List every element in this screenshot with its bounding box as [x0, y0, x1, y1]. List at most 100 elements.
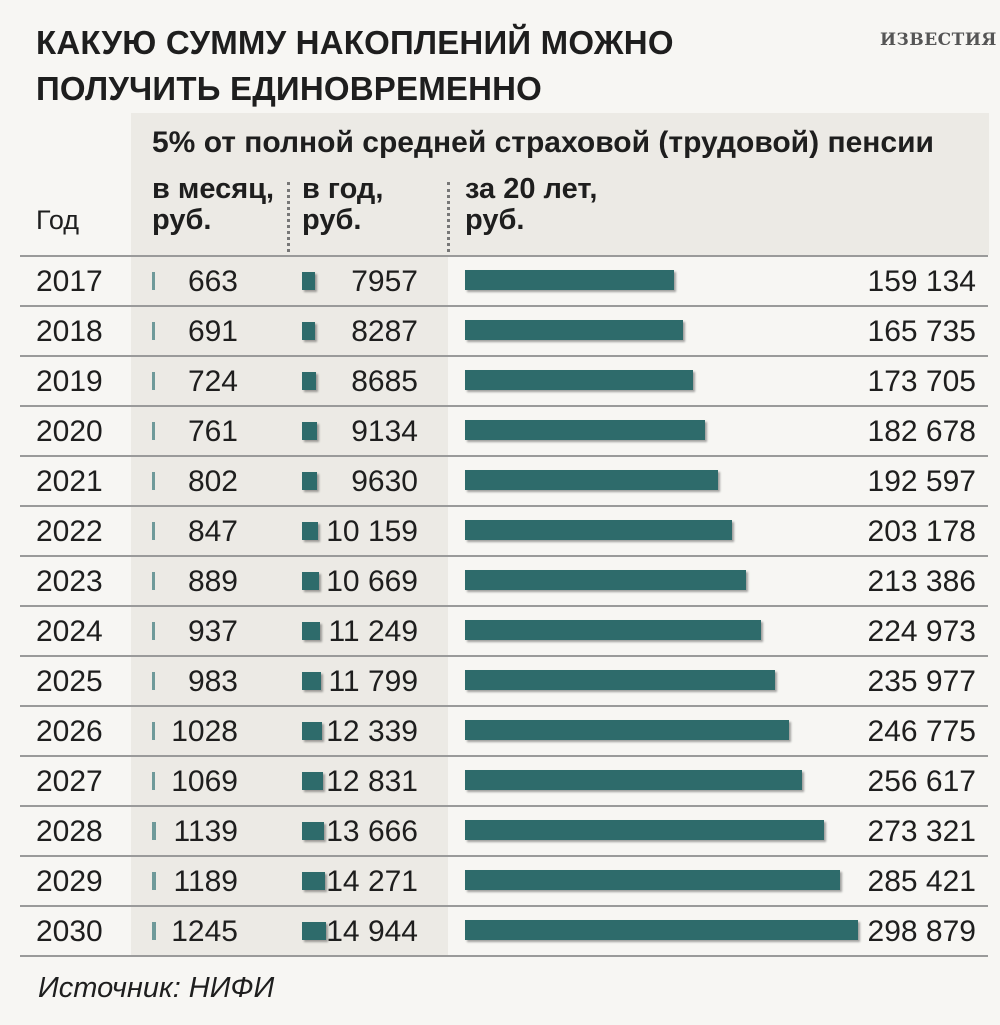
brand-logo: ИЗВЕСТИЯ	[880, 30, 997, 50]
total-value: 273 321	[867, 815, 976, 848]
monthly-value: 1189	[173, 865, 238, 898]
yearly-bar	[302, 322, 316, 340]
monthly-bar	[152, 822, 156, 840]
monthly-value: 1069	[171, 765, 238, 798]
total-bar	[465, 470, 719, 490]
total-bar	[465, 370, 694, 390]
yearly-value: 11 249	[328, 615, 418, 648]
row-year: 2029	[36, 865, 103, 898]
yearly-bar	[302, 572, 320, 590]
row-separator	[20, 305, 988, 307]
row-year: 2024	[36, 615, 103, 648]
column-header-yearly: в год, руб.	[302, 173, 384, 236]
monthly-bar	[152, 472, 155, 490]
total-value: 165 735	[867, 315, 976, 348]
title-line-2: получить единовременно	[36, 70, 543, 107]
monthly-bar	[152, 422, 155, 440]
total-bar	[465, 520, 733, 540]
yearly-value: 8685	[351, 365, 418, 398]
row-year: 2025	[36, 665, 103, 698]
header-band	[131, 113, 989, 255]
yearly-bar	[302, 872, 325, 890]
row-separator	[20, 805, 988, 807]
total-bar	[465, 720, 790, 740]
yearly-bar	[302, 722, 322, 740]
total-value: 235 977	[867, 665, 976, 698]
monthly-bar	[152, 622, 155, 640]
total-bar	[465, 270, 675, 290]
chart-subtitle: 5% от полной средней страховой (трудовой…	[152, 126, 934, 159]
total-value: 173 705	[867, 365, 976, 398]
row-year: 2018	[36, 315, 103, 348]
total-value: 298 879	[867, 915, 976, 948]
title-line-1: Какую сумму накоплений можно	[36, 24, 674, 61]
total-bar	[465, 620, 761, 640]
monthly-value: 983	[187, 665, 238, 698]
row-year: 2027	[36, 765, 103, 798]
monthly-bar	[152, 322, 155, 340]
total-value: 256 617	[867, 765, 976, 798]
row-year: 2020	[36, 415, 103, 448]
yearly-bar	[302, 622, 321, 640]
row-separator	[20, 455, 988, 457]
total-value: 182 678	[867, 415, 976, 448]
column-header-monthly: в месяц, руб.	[152, 173, 275, 236]
yearly-bar	[302, 922, 326, 940]
monthly-bar	[152, 672, 156, 690]
row-separator	[20, 405, 988, 407]
monthly-bar	[152, 272, 155, 290]
yearly-bar	[302, 422, 317, 440]
header-separator	[447, 182, 450, 252]
monthly-value: 761	[187, 415, 238, 448]
yearly-value: 10 159	[326, 515, 418, 548]
yearly-bar	[302, 472, 318, 490]
monthly-value: 1028	[171, 715, 238, 748]
yearly-value: 9630	[351, 465, 418, 498]
total-value: 246 775	[867, 715, 976, 748]
yearly-value: 12 339	[326, 715, 418, 748]
total-bar	[465, 420, 706, 440]
row-year: 2019	[36, 365, 103, 398]
monthly-bar	[152, 722, 156, 740]
row-separator	[20, 555, 988, 557]
monthly-bar	[152, 922, 156, 940]
monthly-value: 1139	[173, 815, 238, 848]
yearly-bar	[302, 822, 324, 840]
yearly-bar	[302, 772, 323, 790]
monthly-bar	[152, 572, 155, 590]
total-bar	[465, 870, 841, 890]
row-separator	[20, 905, 988, 907]
monthly-value: 663	[187, 265, 238, 298]
yearly-bar	[302, 672, 321, 690]
total-value: 192 597	[867, 465, 976, 498]
total-value: 213 386	[867, 565, 976, 598]
total-bar	[465, 320, 683, 340]
monthly-value: 691	[187, 315, 238, 348]
total-value: 285 421	[867, 865, 976, 898]
yearly-bar	[302, 522, 319, 540]
monthly-value: 889	[187, 565, 238, 598]
total-bar	[465, 670, 776, 690]
yearly-value: 14 271	[326, 865, 418, 898]
column-header-year: Год	[36, 205, 79, 235]
monthly-bar	[152, 772, 156, 790]
total-value: 159 134	[867, 265, 976, 298]
row-year: 2023	[36, 565, 103, 598]
row-separator	[20, 755, 988, 757]
row-separator	[20, 955, 988, 957]
header-separator	[287, 182, 290, 252]
chart-title: Какую сумму накоплений можно получить ед…	[36, 20, 674, 112]
monthly-value: 937	[187, 615, 238, 648]
yearly-value: 13 666	[326, 815, 418, 848]
yearly-value: 11 799	[328, 665, 418, 698]
yearly-value: 9134	[351, 415, 418, 448]
monthly-value: 1245	[171, 915, 238, 948]
row-separator	[20, 605, 988, 607]
row-separator	[20, 355, 988, 357]
yearly-value: 10 669	[326, 565, 418, 598]
row-separator	[20, 255, 988, 257]
row-separator	[20, 505, 988, 507]
row-year: 2030	[36, 915, 103, 948]
yearly-bar	[302, 372, 316, 390]
total-bar	[465, 770, 803, 790]
